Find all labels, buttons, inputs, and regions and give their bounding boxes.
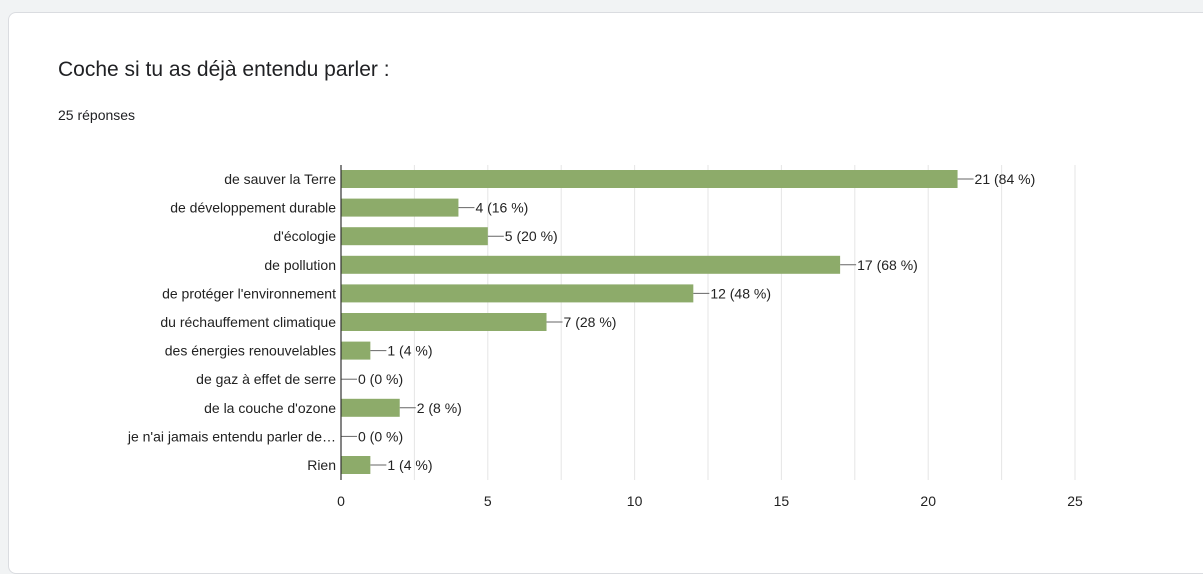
x-tick-label: 25 bbox=[1067, 493, 1083, 509]
data-label: 0 (0 %) bbox=[358, 428, 403, 444]
question-title: Coche si tu as déjà entendu parler : bbox=[58, 58, 390, 81]
category-label: de développement durable bbox=[170, 200, 336, 216]
data-label: 1 (4 %) bbox=[387, 457, 432, 473]
data-label: 1 (4 %) bbox=[387, 343, 432, 359]
category-label: de gaz à effet de serre bbox=[196, 371, 336, 387]
category-label: de la couche d'ozone bbox=[204, 400, 336, 416]
category-label: je n'ai jamais entendu parler de… bbox=[127, 428, 336, 444]
data-label: 5 (20 %) bbox=[505, 228, 558, 244]
x-tick-label: 0 bbox=[337, 493, 345, 509]
category-label: de pollution bbox=[264, 257, 336, 273]
bar bbox=[341, 398, 400, 417]
response-count: 25 réponses bbox=[58, 107, 136, 123]
bar bbox=[341, 456, 371, 474]
bar bbox=[341, 284, 694, 303]
category-label: de protéger l'environnement bbox=[162, 285, 336, 301]
x-tick-label: 20 bbox=[920, 493, 936, 509]
category-label: du réchauffement climatique bbox=[160, 314, 336, 330]
category-label: d'écologie bbox=[273, 228, 336, 244]
bar bbox=[341, 227, 488, 246]
bar bbox=[341, 341, 371, 360]
data-label: 2 (8 %) bbox=[417, 400, 462, 416]
data-label: 0 (0 %) bbox=[358, 371, 403, 387]
x-tick-label: 5 bbox=[484, 493, 492, 509]
category-label: des énergies renouvelables bbox=[165, 343, 336, 359]
bar bbox=[341, 170, 958, 188]
data-label: 17 (68 %) bbox=[857, 257, 918, 273]
data-label: 12 (48 %) bbox=[710, 285, 771, 301]
x-tick-label: 15 bbox=[774, 493, 790, 509]
category-label: Rien bbox=[307, 457, 336, 473]
data-label: 4 (16 %) bbox=[475, 200, 528, 216]
category-label: de sauver la Terre bbox=[224, 171, 336, 187]
data-label: 21 (84 %) bbox=[975, 171, 1036, 187]
x-tick-label: 10 bbox=[627, 493, 643, 509]
bar bbox=[341, 255, 841, 274]
bar bbox=[341, 198, 459, 217]
bar bbox=[341, 313, 547, 331]
data-label: 7 (28 %) bbox=[564, 314, 617, 330]
